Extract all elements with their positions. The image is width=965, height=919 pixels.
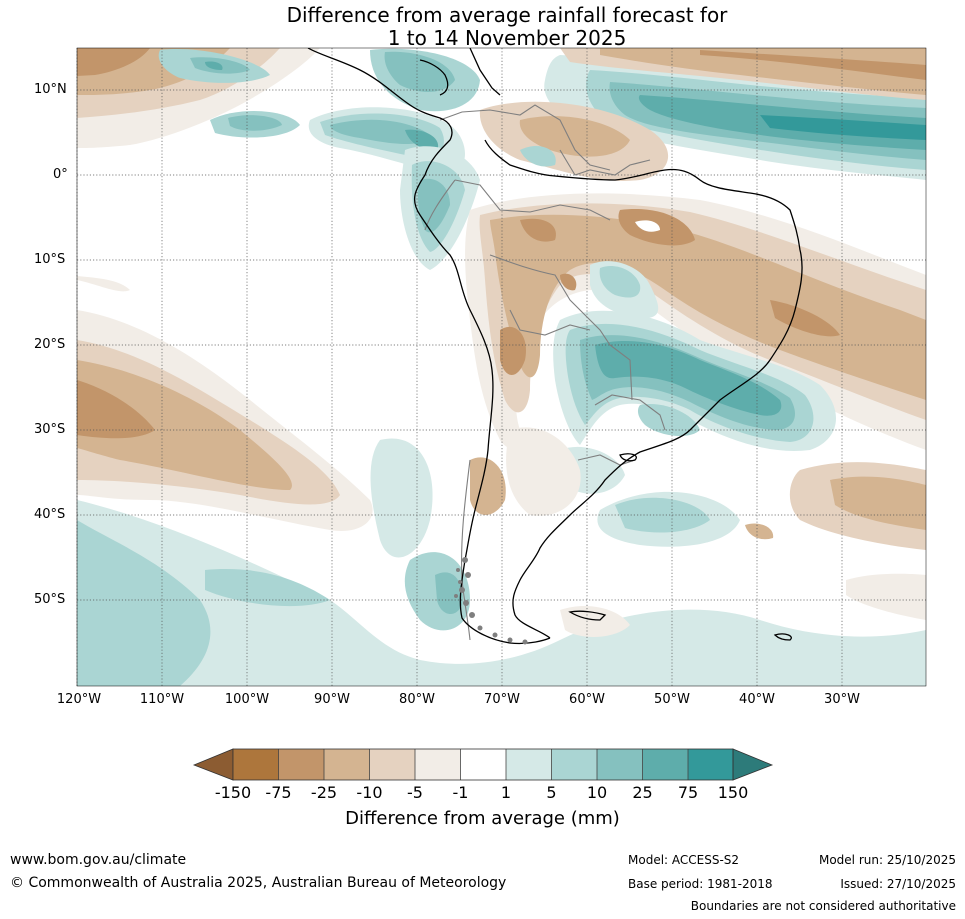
colorbar-bin (278, 749, 324, 780)
lon-label: 40°W (739, 692, 775, 707)
footer-copyright: © Commonwealth of Australia 2025, Austra… (10, 875, 507, 891)
colorbar-label: Difference from average (mm) (345, 808, 620, 829)
lon-label: 90°W (314, 692, 350, 707)
colorbar-tick: -1 (452, 783, 469, 802)
title-line-2: 1 to 14 November 2025 (387, 26, 627, 50)
lon-label: 60°W (569, 692, 605, 707)
colorbar-bin (642, 749, 688, 780)
country-borders (424, 104, 666, 641)
lat-label: 0° (53, 167, 68, 182)
colorbar-bin (506, 749, 552, 780)
patagonian-islands (454, 557, 528, 645)
footer-model: Model: ACCESS-S2 (628, 853, 740, 867)
colorbar-bin (324, 749, 370, 780)
colorbar-extend-low (192, 748, 234, 781)
colorbar (192, 748, 774, 781)
footer-base-period: Base period: 1981-2018 (628, 877, 773, 891)
lon-label: 110°W (139, 692, 185, 707)
colorbar-tick: 75 (677, 783, 699, 802)
colorbar-tick: 5 (546, 783, 557, 802)
colorbar-extend-high (732, 748, 774, 781)
lat-label: 30°S (34, 422, 66, 437)
lon-label: 70°W (484, 692, 520, 707)
colorbar-bin (551, 749, 597, 780)
footer-model-run: Model run: 25/10/2025 (818, 853, 956, 867)
colorbar-tick: 10 (586, 783, 608, 802)
colorbar-tick: -75 (265, 783, 292, 802)
colorbar-bin (369, 749, 415, 780)
colorbar-tick: -25 (310, 783, 338, 802)
colorbar-tick: 1 (500, 783, 512, 802)
colorbar-bin (233, 749, 279, 780)
lat-label: 40°S (34, 507, 66, 522)
colorbar-bin (460, 749, 506, 780)
colorbar-tick: 25 (632, 783, 653, 802)
colorbar-tick: -10 (356, 783, 383, 802)
lat-label: 50°S (34, 592, 66, 607)
footer-url[interactable]: www.bom.gov.au/climate (10, 852, 187, 868)
lon-label: 50°W (654, 692, 690, 707)
colorbar-tick: 150 (717, 783, 749, 802)
colorbar-tick: -5 (407, 783, 423, 802)
anomaly-fields (77, 48, 926, 686)
footer-issued: Issued: 27/10/2025 (840, 877, 956, 891)
lon-label: 30°W (824, 692, 860, 707)
map-title: Difference from average rainfall forecas… (0, 4, 965, 50)
lat-label: 20°S (34, 337, 66, 352)
footer-disclaimer: Boundaries are not considered authoritat… (690, 899, 956, 913)
colorbar-bin (597, 749, 643, 780)
lon-label: 120°W (56, 692, 102, 707)
colorbar-tick: -150 (214, 783, 252, 802)
colorbar-bin (688, 749, 733, 780)
lon-label: 100°W (224, 692, 270, 707)
map-frame (76, 47, 927, 687)
colorbar-bin (415, 749, 461, 780)
lat-label: 10°S (34, 252, 66, 267)
lat-label: 10°N (34, 82, 67, 97)
lon-label: 80°W (399, 692, 435, 707)
title-line-1: Difference from average rainfall forecas… (286, 3, 728, 27)
